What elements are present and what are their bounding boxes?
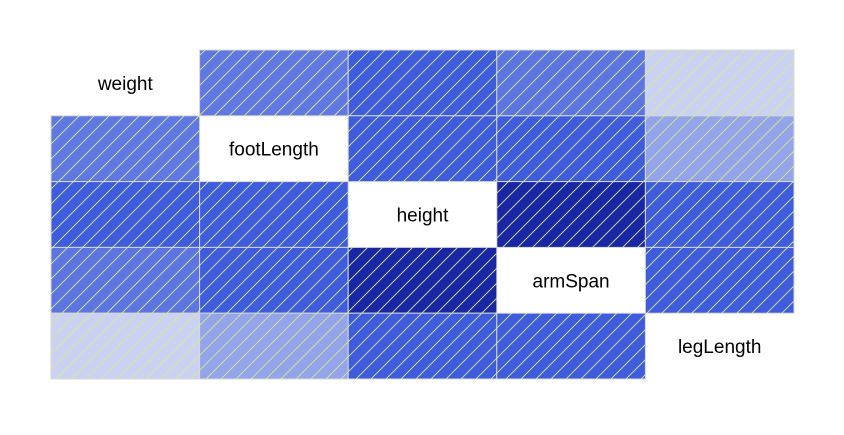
cell-hatch-height-footLength: [199, 181, 349, 248]
cell-hatch-weight-legLength: [645, 50, 794, 116]
diagonal-label-weight: weight: [97, 74, 154, 95]
cell-hatch-weight-height: [348, 50, 497, 116]
diagonal-label-legLength: legLength: [678, 337, 761, 358]
cell-hatch-armSpan-footLength: [199, 247, 349, 314]
cell-hatch-weight-footLength: [199, 50, 349, 116]
cell-hatch-footLength-legLength: [645, 115, 794, 182]
cell-hatch-footLength-weight: [51, 115, 200, 182]
cell-hatch-armSpan-weight: [51, 247, 200, 314]
cell-hatch-legLength-height: [348, 313, 497, 379]
cell-hatch-armSpan-legLength: [645, 247, 794, 314]
diagonal-labels-layer: weight footLength height armSpan legLength: [97, 74, 762, 358]
diagonal-label-armSpan: armSpan: [533, 271, 610, 292]
diagonal-label-height: height: [397, 206, 449, 227]
cell-hatch-height-legLength: [645, 181, 794, 248]
cell-hatch-armSpan-height: [348, 247, 497, 314]
cell-hatch-height-armSpan: [496, 181, 646, 248]
cell-hatch-footLength-armSpan: [496, 115, 646, 182]
cell-hatch-legLength-weight: [51, 313, 200, 379]
cell-hatch-footLength-height: [348, 115, 497, 182]
diagonal-label-footLength: footLength: [229, 140, 319, 161]
cell-hatch-weight-armSpan: [496, 50, 646, 116]
cell-hatch-height-weight: [51, 181, 200, 248]
cell-hatch-legLength-footLength: [199, 313, 349, 379]
cell-hatch-legLength-armSpan: [496, 313, 646, 379]
hatch-layer: [51, 50, 794, 379]
